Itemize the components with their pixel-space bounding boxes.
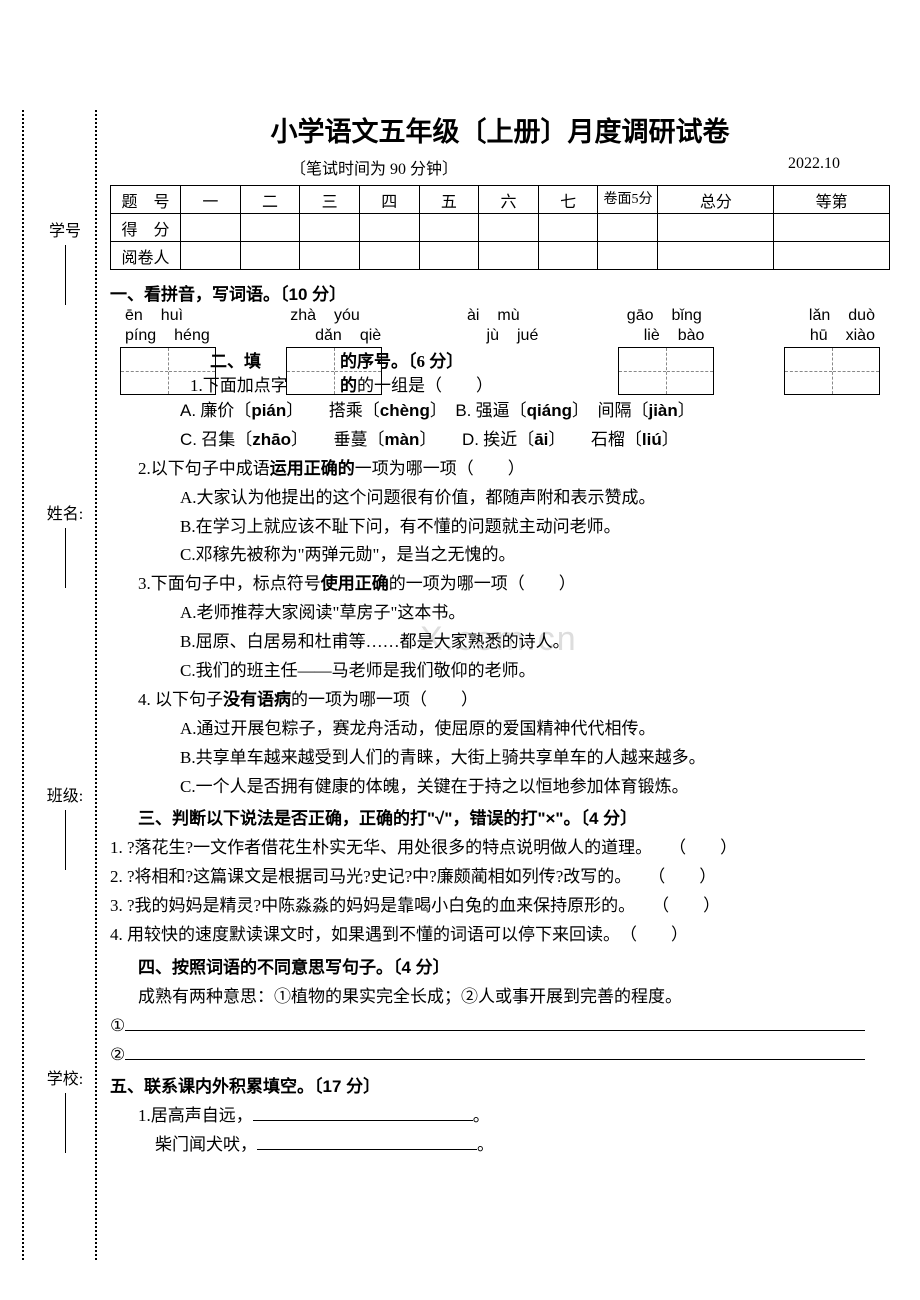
question: 3.下面句子中，标点符号使用正确的一项为哪一项（ ） xyxy=(110,570,890,599)
label-xuehao: 学号 xyxy=(49,217,81,241)
option-line: A.大家认为他提出的这个问题很有价值，都随声附和表示赞成。 xyxy=(110,484,890,513)
section-5-title: 五、联系课内外积累填空。〔17 分〕 xyxy=(110,1073,890,1102)
subtitle: 〔笔试时间为 90 分钟〕 2022.10 xyxy=(110,155,890,179)
col-header: 五 xyxy=(419,186,479,214)
binding-labels: 学号 姓名: 班级: 学校: xyxy=(40,120,90,1250)
section-3-title: 三、判断以下说法是否正确，正确的打"√"，错误的打"×"。〔4 分〕 xyxy=(110,805,890,834)
option-line: C. 召集〔zhāo〕 垂蔓〔màn〕 D. 挨近〔āi〕 石榴〔liú〕 xyxy=(110,426,890,455)
table-row: 得 分 xyxy=(111,214,890,242)
row-label: 得 分 xyxy=(111,214,181,242)
section-4-title: 四、按照词语的不同意思写句子。〔4 分〕 xyxy=(110,954,890,983)
answer-box[interactable] xyxy=(618,347,714,395)
pinyin-row: pínghéng dǎnqiè jùjué lièbào hūxiào xyxy=(110,327,890,345)
label-xingming: 姓名: xyxy=(47,500,83,524)
col-header: 六 xyxy=(479,186,539,214)
col-header: 一 xyxy=(181,186,241,214)
table-row: 阅卷人 xyxy=(111,242,890,270)
col-header: 二 xyxy=(240,186,300,214)
section-1-title: 一、看拼音，写词语。〔10 分〕 xyxy=(110,280,890,305)
option-line: A. 廉价〔pián〕 搭乘〔chèng〕 B. 强逼〔qiáng〕 间隔〔ji… xyxy=(110,397,890,426)
fill-item: 1.居高声自远，。 xyxy=(110,1102,890,1131)
option-line: A.通过开展包粽子，赛龙舟活动，使屈原的爱国精神代代相传。 xyxy=(110,715,890,744)
judge-item: 2. ?将相和?这篇课文是根据司马光?史记?中?廉颇蔺相如列传?改写的。 （ ） xyxy=(110,863,890,892)
col-header: 总分 xyxy=(658,186,774,214)
subtitle-left: 〔笔试时间为 90 分钟〕 xyxy=(290,155,458,179)
col-header: 等第 xyxy=(774,186,890,214)
sentence-def: 成熟有两种意思：①植物的果实完全长成；②人或事开展到完善的程度。 xyxy=(110,983,890,1012)
page-title: 小学语文五年级〔上册〕月度调研试卷 xyxy=(110,110,890,149)
option-line: B.共享单车越来越受到人们的青睐，大街上骑共享单车的人越来越多。 xyxy=(110,744,890,773)
col-header: 题 号 xyxy=(111,186,181,214)
col-header: 卷面5分 xyxy=(598,186,658,214)
question: 4. 以下句子没有语病的一项为哪一项（ ） xyxy=(110,686,890,715)
pinyin-row: ēnhuì zhàyóu àimù gāobǐng lǎnduò xyxy=(110,307,890,325)
row-label: 阅卷人 xyxy=(111,242,181,270)
option-line: B.在学习上就应该不耻下问，有不懂的问题就主动问老师。 xyxy=(110,513,890,542)
option-line: C.邓稼先被称为"两弹元勋"，是当之无愧的。 xyxy=(110,541,890,570)
fill-item: 柴门闻犬吠，。 xyxy=(110,1131,890,1160)
dotted-border-outer xyxy=(22,110,24,1260)
col-header: 七 xyxy=(538,186,598,214)
table-row: 题 号 一 二 三 四 五 六 七 卷面5分 总分 等第 xyxy=(111,186,890,214)
question: 2.以下句子中成语运用正确的一项为哪一项（ ） xyxy=(110,455,890,484)
subtitle-right: 2022.10 xyxy=(788,155,840,179)
answer-box[interactable] xyxy=(784,347,880,395)
option-line: C.一个人是否拥有健康的体魄，关键在于持之以恒地参加体育锻炼。 xyxy=(110,773,890,802)
label-xuexiao: 学校: xyxy=(47,1065,83,1089)
judge-item: 1. ?落花生?一文作者借花生朴实无华、用处很多的特点说明做人的道理。 （ ） xyxy=(110,834,890,863)
col-header: 四 xyxy=(359,186,419,214)
judge-item: 4. 用较快的速度默读课文时，如果遇到不懂的词语可以停下来回读。 （ ） xyxy=(110,921,890,950)
fill-line[interactable]: ② xyxy=(110,1041,890,1070)
fill-line[interactable]: ① xyxy=(110,1012,890,1041)
score-table: 题 号 一 二 三 四 五 六 七 卷面5分 总分 等第 得 分 阅卷人 xyxy=(110,185,890,270)
judge-item: 3. ?我的妈妈是精灵?中陈淼淼的妈妈是靠喝小白兔的血来保持原形的。 （ ） xyxy=(110,892,890,921)
option-line: A.老师推荐大家阅读"草房子"这本书。 xyxy=(110,599,890,628)
dotted-border-inner xyxy=(95,110,97,1260)
label-banji: 班级: xyxy=(47,782,83,806)
option-line: C.我们的班主任——马老师是我们敬仰的老师。 xyxy=(110,657,890,686)
col-header: 三 xyxy=(300,186,360,214)
option-line: B.屈原、白居易和杜甫等……都是大家熟悉的诗人。 xyxy=(110,628,890,657)
page-content: 小学语文五年级〔上册〕月度调研试卷 〔笔试时间为 90 分钟〕 2022.10 … xyxy=(110,110,890,1160)
